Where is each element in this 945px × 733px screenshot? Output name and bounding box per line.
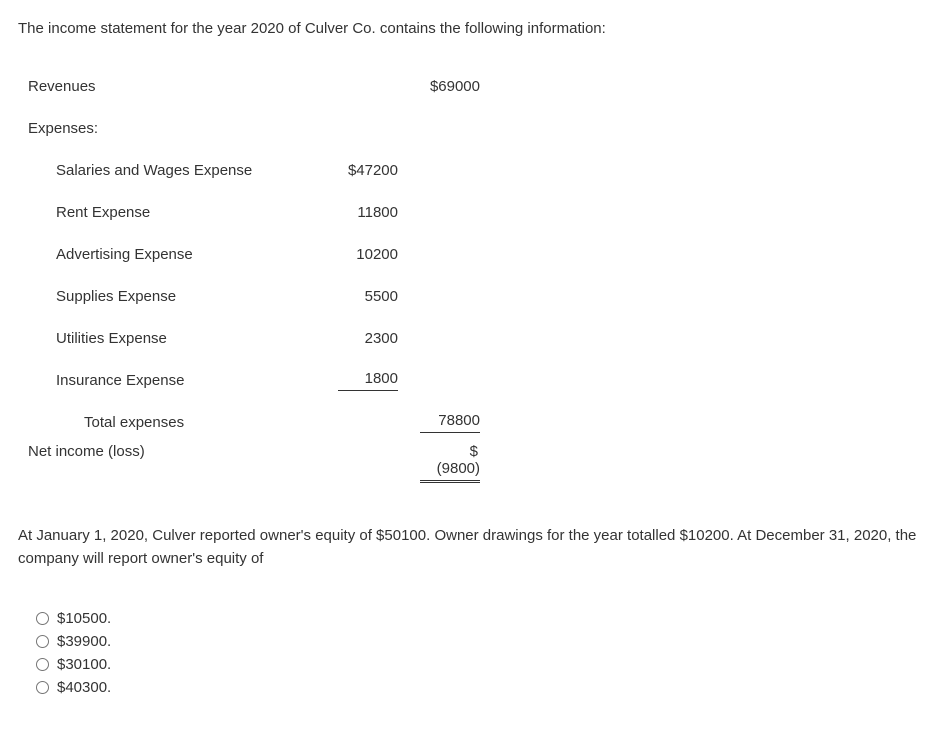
expense-value: 5500: [308, 288, 398, 305]
net-income-label: Net income (loss): [28, 443, 308, 460]
option-row: $40300.: [36, 679, 927, 696]
net-income-value: $ (9800): [398, 443, 498, 483]
expense-value: 1800: [308, 370, 398, 391]
expense-label: Supplies Expense: [28, 288, 308, 305]
expense-value: 11800: [308, 204, 398, 221]
expense-row: Rent Expense 11800: [28, 191, 927, 233]
expenses-header-label: Expenses:: [28, 120, 308, 137]
option-label: $40300.: [57, 679, 111, 696]
option-radio[interactable]: [36, 612, 49, 625]
revenues-value: $69000: [398, 78, 498, 95]
revenues-row: Revenues $69000: [28, 65, 927, 107]
expense-label: Utilities Expense: [28, 330, 308, 347]
total-expenses-value: 78800: [398, 412, 498, 433]
expense-label: Rent Expense: [28, 204, 308, 221]
option-label: $10500.: [57, 610, 111, 627]
intro-text: The income statement for the year 2020 o…: [18, 20, 927, 37]
expense-label: Insurance Expense: [28, 372, 308, 389]
expense-label: Advertising Expense: [28, 246, 308, 263]
expense-value: 10200: [308, 246, 398, 263]
revenues-label: Revenues: [28, 78, 308, 95]
option-label: $30100.: [57, 656, 111, 673]
expense-row: Insurance Expense 1800: [28, 359, 927, 401]
option-radio[interactable]: [36, 658, 49, 671]
expense-value: 2300: [308, 330, 398, 347]
question-text: At January 1, 2020, Culver reported owne…: [18, 525, 927, 570]
net-income-row: Net income (loss) $ (9800): [28, 443, 927, 485]
option-row: $10500.: [36, 610, 927, 627]
expense-label: Salaries and Wages Expense: [28, 162, 308, 179]
answer-options: $10500. $39900. $30100. $40300.: [36, 610, 927, 696]
option-row: $30100.: [36, 656, 927, 673]
option-radio[interactable]: [36, 635, 49, 648]
income-statement-table: Revenues $69000 Expenses: Salaries and W…: [28, 65, 927, 485]
expense-row: Utilities Expense 2300: [28, 317, 927, 359]
option-label: $39900.: [57, 633, 111, 650]
expenses-header-row: Expenses:: [28, 107, 927, 149]
total-expenses-row: Total expenses 78800: [28, 401, 927, 443]
expense-row: Advertising Expense 10200: [28, 233, 927, 275]
expense-row: Supplies Expense 5500: [28, 275, 927, 317]
option-row: $39900.: [36, 633, 927, 650]
total-expenses-label: Total expenses: [28, 414, 308, 431]
option-radio[interactable]: [36, 681, 49, 694]
expense-value: $47200: [308, 162, 398, 179]
expense-row: Salaries and Wages Expense $47200: [28, 149, 927, 191]
